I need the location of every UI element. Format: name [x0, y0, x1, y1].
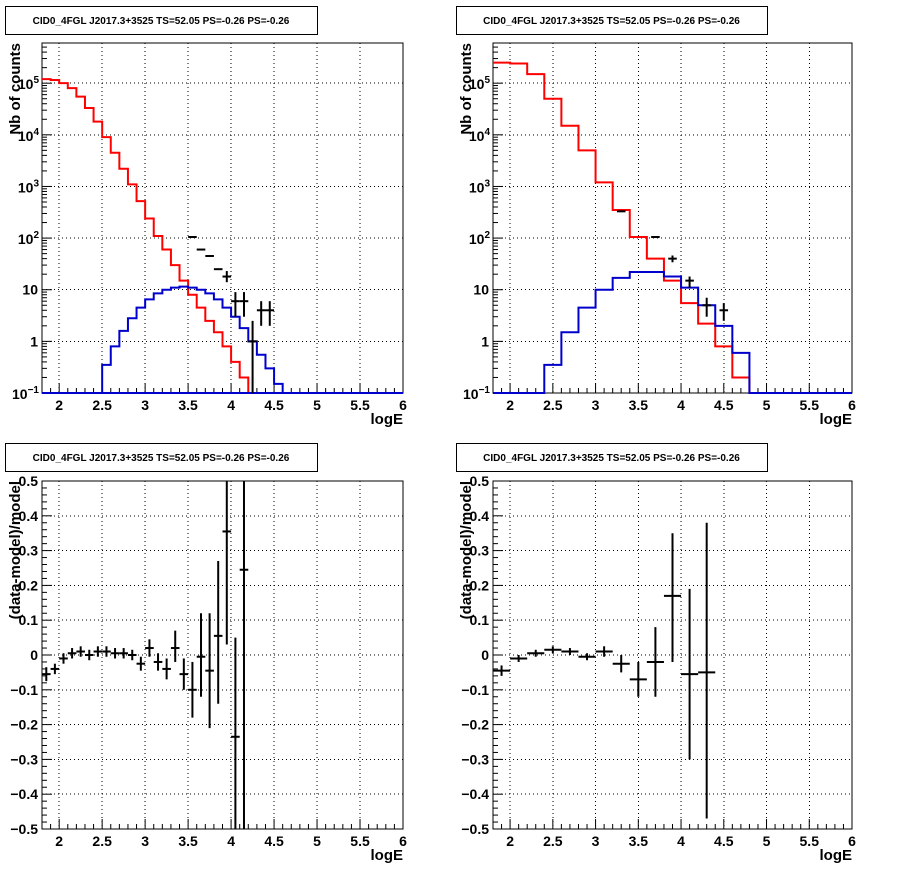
y-axis-title: Nb of counts: [458, 43, 475, 135]
x-tick-label: 2: [55, 833, 63, 849]
y-tick-label: 102: [469, 230, 491, 247]
y-axis-title: (data-model)/model: [7, 481, 24, 619]
x-tick-label: 4: [227, 397, 235, 413]
x-tick-label: 2: [506, 833, 514, 849]
y-tick-label: 0: [30, 647, 38, 663]
x-tick-label: 3: [141, 397, 149, 413]
y-tick-label: 1: [481, 333, 489, 349]
x-tick-label: 3.5: [629, 397, 649, 413]
chart-panel-4: 2 2.5 3 3.5 4 4.5 5 5.5 6 −0.5 −0.4 −0.3 −0.2 −0.1 0 0.…: [456, 443, 856, 864]
y-tick-label: 104: [469, 127, 491, 144]
x-axis-title: logE: [820, 411, 853, 428]
y-tick-label: 102: [18, 230, 40, 247]
x-tick-label: 4.5: [714, 833, 734, 849]
chart-title: CID0_4FGL J2017.3+3525 TS=52.05 PS=-0.26…: [483, 16, 740, 27]
y-tick-label: 10: [22, 282, 38, 298]
y-tick-label: −0.3: [10, 751, 38, 767]
y-axis-title: Nb of counts: [7, 43, 24, 135]
x-tick-label: 3: [592, 833, 600, 849]
y-tick-label: −0.2: [461, 717, 489, 733]
x-tick-label: 4.5: [264, 833, 284, 849]
chart-panel-3: 2 2.5 3 3.5 4 4.5 5 5.5 6 −0.5 −0.4 −0.3 −0.2 −0.1 0 0.…: [5, 443, 407, 864]
y-tick-label: −0.1: [461, 682, 489, 698]
x-tick-label: 6: [399, 833, 407, 849]
histogram-series-1: [42, 78, 403, 394]
y-tick-label: 1: [30, 333, 38, 349]
plot-frame: [492, 42, 853, 394]
x-tick-label: 4: [677, 833, 685, 849]
x-tick-label: 3: [592, 397, 600, 413]
x-tick-label: 5: [313, 397, 321, 413]
y-axis-title: (data-model)/model: [458, 481, 475, 619]
x-tick-label: 2.5: [92, 397, 112, 413]
x-tick-label: 5: [763, 397, 771, 413]
x-tick-label: 4.5: [714, 397, 734, 413]
x-tick-label: 6: [848, 833, 856, 849]
y-tick-label: 0.1: [19, 612, 39, 628]
chart-title: CID0_4FGL J2017.3+3525 TS=52.05 PS=-0.26…: [33, 16, 290, 27]
chart-panel-2: 2 2.5 3 3.5 4 4.5 5 5.5 6 10−1 1 10 102 103 104 105 logE…: [456, 6, 856, 428]
histogram-series-2: [493, 271, 852, 394]
x-tick-label: 5: [313, 833, 321, 849]
y-tick-label: 104: [18, 127, 40, 144]
y-tick-label: −0.4: [10, 786, 38, 802]
chart-title: CID0_4FGL J2017.3+3525 TS=52.05 PS=-0.26…: [483, 453, 740, 464]
x-tick-label: 2.5: [543, 833, 563, 849]
y-tick-label: 10−1: [12, 385, 39, 402]
title-box: [5, 443, 318, 472]
y-tick-label: 103: [469, 178, 491, 195]
x-axis-title: logE: [371, 411, 404, 428]
y-tick-label: −0.5: [10, 821, 38, 837]
y-tick-label: 0: [481, 647, 489, 663]
title-box: [5, 6, 318, 35]
title-box: [456, 443, 768, 472]
x-tick-label: 2.5: [543, 397, 563, 413]
x-tick-label: 6: [399, 397, 407, 413]
y-tick-label: 0.2: [19, 577, 39, 593]
histogram-series-3: [42, 285, 403, 394]
x-tick-label: 6: [848, 397, 856, 413]
x-tick-label: 2: [55, 397, 63, 413]
y-tick-label: 0.3: [19, 543, 39, 559]
y-tick-label: 0.2: [470, 577, 490, 593]
x-tick-label: 2.5: [92, 833, 112, 849]
x-tick-label: 5.5: [800, 397, 820, 413]
x-tick-label: 4.5: [264, 397, 284, 413]
y-tick-label: 0.5: [470, 473, 490, 489]
chart-panel-1: 2 2.5 3 3.5 4 4.5 5 5.5 6 10−1 1 10 102 103 104 105 logE…: [5, 6, 407, 428]
y-tick-label: 0.1: [470, 612, 490, 628]
x-tick-label: 5: [763, 833, 771, 849]
y-tick-label: 103: [18, 178, 40, 195]
x-tick-label: 5.5: [350, 397, 370, 413]
x-tick-label: 5.5: [350, 833, 370, 849]
x-axis-title: logE: [820, 847, 853, 864]
y-tick-label: 0.5: [19, 473, 39, 489]
y-tick-label: −0.3: [461, 751, 489, 767]
x-tick-label: 4: [227, 833, 235, 849]
y-tick-label: −0.5: [461, 821, 489, 837]
x-tick-label: 3: [141, 833, 149, 849]
x-axis-title: logE: [371, 847, 404, 864]
y-tick-label: 0.3: [470, 543, 490, 559]
y-tick-label: 10−1: [463, 385, 490, 402]
chart-title: CID0_4FGL J2017.3+3525 TS=52.05 PS=-0.26…: [33, 453, 290, 464]
y-tick-label: −0.4: [461, 786, 489, 802]
y-tick-label: −0.2: [10, 717, 38, 733]
x-tick-label: 5.5: [800, 833, 820, 849]
y-tick-label: 105: [18, 75, 40, 92]
x-tick-label: 4: [677, 397, 685, 413]
y-tick-label: −0.1: [10, 682, 38, 698]
y-tick-label: 0.4: [19, 508, 39, 524]
x-tick-label: 3.5: [178, 397, 198, 413]
histogram-series-1: [493, 61, 852, 394]
x-tick-label: 3.5: [629, 833, 649, 849]
y-tick-label: 105: [469, 75, 491, 92]
y-tick-label: 0.4: [470, 508, 490, 524]
x-tick-label: 2: [506, 397, 514, 413]
title-box: [456, 6, 768, 35]
x-tick-label: 3.5: [178, 833, 198, 849]
y-tick-label: 10: [473, 282, 489, 298]
